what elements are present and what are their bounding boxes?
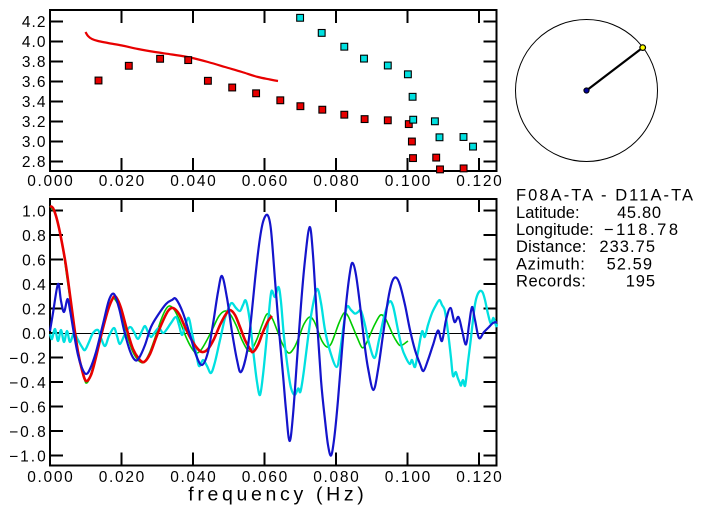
svg-text:−1.0: −1.0	[9, 448, 46, 465]
svg-text:0.000: 0.000	[27, 173, 73, 190]
svg-text:0.120: 0.120	[456, 469, 502, 486]
svg-text:3.8: 3.8	[22, 54, 46, 71]
svg-text:0.060: 0.060	[242, 173, 288, 190]
svg-text:Azimuth:: Azimuth:	[516, 255, 585, 273]
svg-text:−118.78: −118.78	[604, 221, 678, 239]
svg-text:−0.8: −0.8	[9, 424, 46, 441]
svg-text:0.040: 0.040	[170, 469, 216, 486]
svg-text:4.2: 4.2	[22, 14, 46, 31]
svg-text:0.080: 0.080	[313, 469, 359, 486]
svg-text:frequency (Hz): frequency (Hz)	[188, 484, 364, 506]
svg-text:52.59: 52.59	[607, 255, 652, 273]
svg-text:0.4: 0.4	[22, 277, 46, 294]
svg-text:0.120: 0.120	[456, 173, 502, 190]
svg-text:3.6: 3.6	[22, 74, 46, 91]
svg-text:233.75: 233.75	[599, 238, 655, 256]
svg-text:−0.2: −0.2	[9, 350, 46, 367]
svg-text:0.6: 0.6	[22, 252, 46, 269]
svg-text:Latitude:: Latitude:	[516, 204, 580, 222]
svg-text:Records:: Records:	[516, 272, 586, 290]
svg-text:1.0: 1.0	[22, 203, 46, 220]
svg-text:F08A-TA - D11A-TA: F08A-TA - D11A-TA	[516, 187, 693, 205]
svg-text:0.100: 0.100	[385, 469, 431, 486]
svg-text:0.0: 0.0	[22, 326, 46, 343]
svg-text:0.020: 0.020	[99, 173, 145, 190]
svg-text:3.0: 3.0	[22, 134, 46, 151]
svg-text:4.0: 4.0	[22, 34, 46, 51]
svg-text:−0.6: −0.6	[9, 399, 46, 416]
svg-text:0.8: 0.8	[22, 228, 46, 245]
svg-text:3.4: 3.4	[22, 94, 46, 111]
svg-text:Distance:: Distance:	[516, 238, 586, 256]
svg-text:0.040: 0.040	[170, 173, 216, 190]
svg-text:0.100: 0.100	[385, 173, 431, 190]
svg-text:0.2: 0.2	[22, 301, 46, 318]
svg-text:0.020: 0.020	[99, 469, 145, 486]
svg-text:Longitude:: Longitude:	[516, 221, 594, 239]
svg-text:0.080: 0.080	[313, 173, 359, 190]
svg-text:3.2: 3.2	[22, 114, 46, 131]
svg-text:0.060: 0.060	[242, 469, 288, 486]
svg-text:0.000: 0.000	[27, 469, 73, 486]
svg-text:−0.4: −0.4	[9, 375, 46, 392]
svg-text:45.80: 45.80	[617, 204, 661, 222]
svg-text:2.8: 2.8	[22, 154, 46, 171]
svg-text:195: 195	[626, 272, 655, 290]
